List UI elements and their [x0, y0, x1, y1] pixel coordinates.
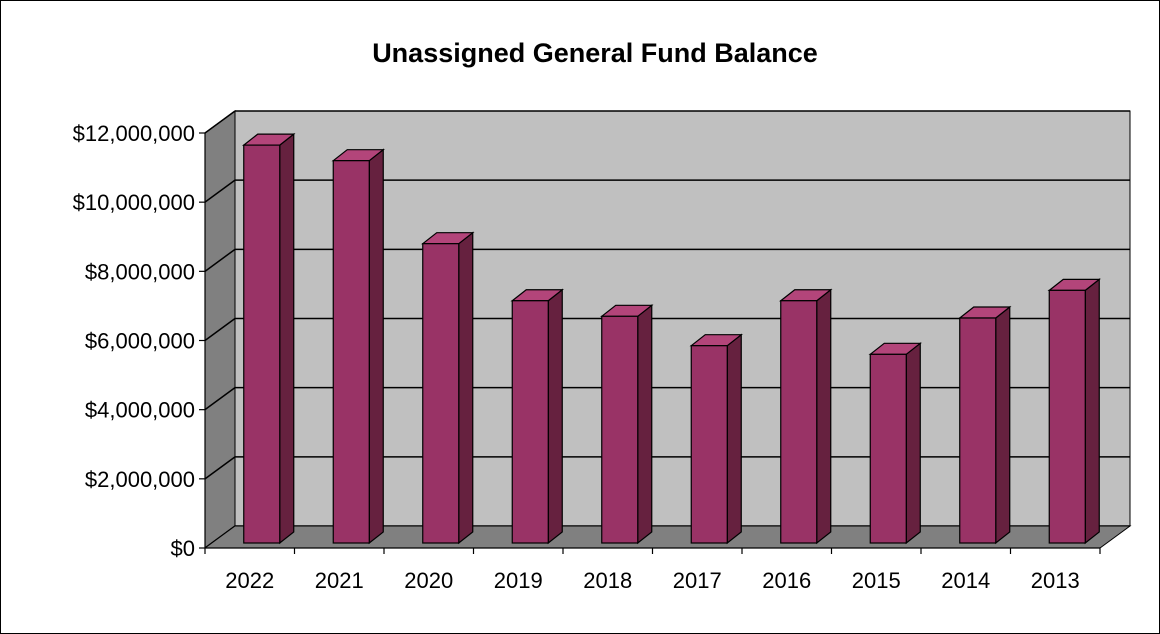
- gridline-side: [204, 456, 236, 480]
- y-tick-label: $8,000,000: [85, 259, 195, 284]
- bar-side: [995, 305, 1011, 545]
- bar-2018: [600, 304, 654, 545]
- bar-front: [1048, 289, 1086, 544]
- bar-side: [905, 342, 921, 545]
- x-tick-label: 2014: [941, 568, 990, 593]
- y-axis-tick-labels: $0 $2,000,000 $4,000,000 $6,000,000 $8,000,0…: [73, 121, 195, 561]
- gridline-side: [204, 110, 236, 134]
- bar-2016: [779, 288, 833, 545]
- x-tick-label: 2013: [1031, 568, 1080, 593]
- bar-side: [816, 288, 832, 545]
- bar-side: [279, 132, 295, 545]
- bar-2013: [1047, 278, 1101, 545]
- x-tick-label: 2019: [494, 568, 543, 593]
- bar-front: [959, 317, 997, 544]
- x-tick-label: 2021: [315, 568, 364, 593]
- bar-side: [458, 231, 474, 545]
- x-axis-tick-labels: 2022 2021 2020 2019 2018 2017 2016 2015 2014 2013: [225, 568, 1079, 593]
- x-tick-label: 2016: [762, 568, 811, 593]
- y-tick-label: $12,000,000: [73, 121, 195, 146]
- bar-front: [780, 300, 818, 544]
- bar-side: [726, 333, 742, 545]
- bar-2015: [868, 342, 922, 545]
- x-tick-label: 2020: [404, 568, 453, 593]
- y-tick-label: $6,000,000: [85, 329, 195, 354]
- bar-front: [601, 315, 639, 544]
- y-tick-label: $0: [171, 536, 195, 561]
- bar-2020: [421, 231, 475, 545]
- bars: [242, 132, 1101, 545]
- gridline-side: [204, 317, 236, 342]
- bar-2021: [331, 148, 385, 545]
- bar-front: [243, 144, 281, 544]
- bar-front: [869, 353, 907, 544]
- x-tick-label: 2015: [852, 568, 901, 593]
- bar-side: [637, 304, 653, 545]
- axes: [199, 132, 1101, 554]
- bar-side: [368, 148, 384, 545]
- bar-front: [422, 243, 460, 544]
- bar-front: [332, 160, 370, 544]
- y-tick-label: $2,000,000: [85, 467, 195, 492]
- bar-2017: [689, 333, 743, 545]
- y-tick-label: $10,000,000: [73, 190, 195, 215]
- x-tick-label: 2022: [225, 568, 274, 593]
- bar-2022: [242, 132, 296, 545]
- bar-2019: [510, 288, 564, 545]
- x-tick-label: 2018: [583, 568, 632, 593]
- bar-2014: [958, 305, 1012, 545]
- bar-side: [1084, 278, 1100, 545]
- bar-side: [547, 288, 563, 545]
- gridline-side: [204, 179, 236, 203]
- bar-front: [690, 345, 728, 544]
- gridline-side: [204, 387, 236, 411]
- gridline-side: [204, 248, 236, 272]
- bar-front: [511, 300, 549, 544]
- y-tick-label: $4,000,000: [85, 398, 195, 423]
- x-tick-label: 2017: [673, 568, 722, 593]
- chart-title: Unassigned General Fund Balance: [372, 38, 818, 68]
